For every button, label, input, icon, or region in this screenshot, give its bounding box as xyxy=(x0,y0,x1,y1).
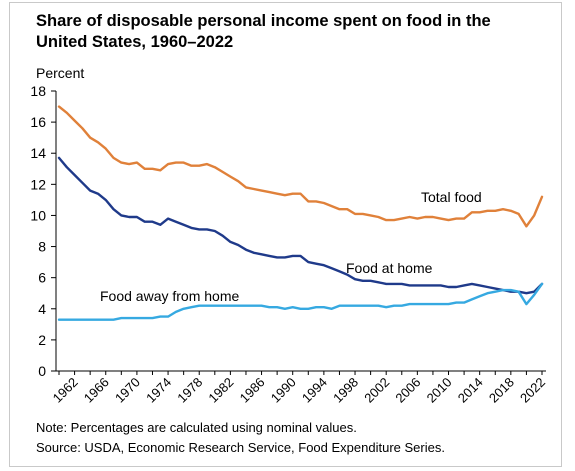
x-tick-label: 2002 xyxy=(361,375,392,406)
y-tick-label: 10 xyxy=(30,207,46,223)
source-text: Source: USDA, Economic Research Service,… xyxy=(36,440,445,455)
x-tick-label: 1966 xyxy=(81,375,112,406)
x-axis: 1962 1966 1970 1974 1978 1982 1986 1990 1994 1998… xyxy=(50,370,548,406)
y-tick-label: 18 xyxy=(30,83,46,99)
series-lines xyxy=(57,105,544,321)
y-tick-label: 16 xyxy=(30,114,46,130)
x-tick-label: 1990 xyxy=(268,375,299,406)
note-text: Note: Percentages are calculated using n… xyxy=(36,420,357,435)
y-tick-label: 2 xyxy=(38,332,46,348)
x-tick-label: 2018 xyxy=(486,375,517,406)
y-tick-label: 0 xyxy=(38,363,46,379)
chart-frame xyxy=(9,2,562,467)
y-tick-label: 8 xyxy=(38,239,46,255)
series-line-total-food xyxy=(57,105,544,228)
x-tick-label: 1982 xyxy=(205,375,236,406)
x-tick-label: 1986 xyxy=(237,375,268,406)
y-tick-label: 6 xyxy=(38,270,46,286)
series-line-food-away-from-home xyxy=(57,282,544,321)
y-axis-unit-label: Percent xyxy=(36,65,85,81)
x-tick-label: 1998 xyxy=(330,375,361,406)
x-tick-label: 1970 xyxy=(112,375,143,406)
x-tick-label: 2022 xyxy=(517,375,548,406)
x-tick-label: 1978 xyxy=(174,375,205,406)
series-label-total-food: Total food xyxy=(421,189,482,205)
x-tick-label: 1962 xyxy=(50,375,81,406)
chart-title: Share of disposable personal income spen… xyxy=(36,12,491,51)
x-tick-label: 2010 xyxy=(424,375,455,406)
x-tick-label: 2006 xyxy=(392,375,423,406)
x-tick-label: 1994 xyxy=(299,375,330,406)
series-label-food-away-from-home: Food away from home xyxy=(100,288,239,304)
series-label-food-at-home: Food at home xyxy=(346,260,433,276)
x-tick-label: 2014 xyxy=(455,375,486,406)
x-tick-label: 1974 xyxy=(143,375,174,406)
series-line-food-at-home xyxy=(57,156,544,295)
y-tick-label: 4 xyxy=(38,301,46,317)
y-axis: 0 2 4 6 8 10 12 14 16 18 xyxy=(30,83,57,379)
y-tick-label: 14 xyxy=(30,145,46,161)
chart-footnotes: Note: Percentages are calculated using n… xyxy=(36,418,445,458)
y-tick-label: 12 xyxy=(30,176,46,192)
